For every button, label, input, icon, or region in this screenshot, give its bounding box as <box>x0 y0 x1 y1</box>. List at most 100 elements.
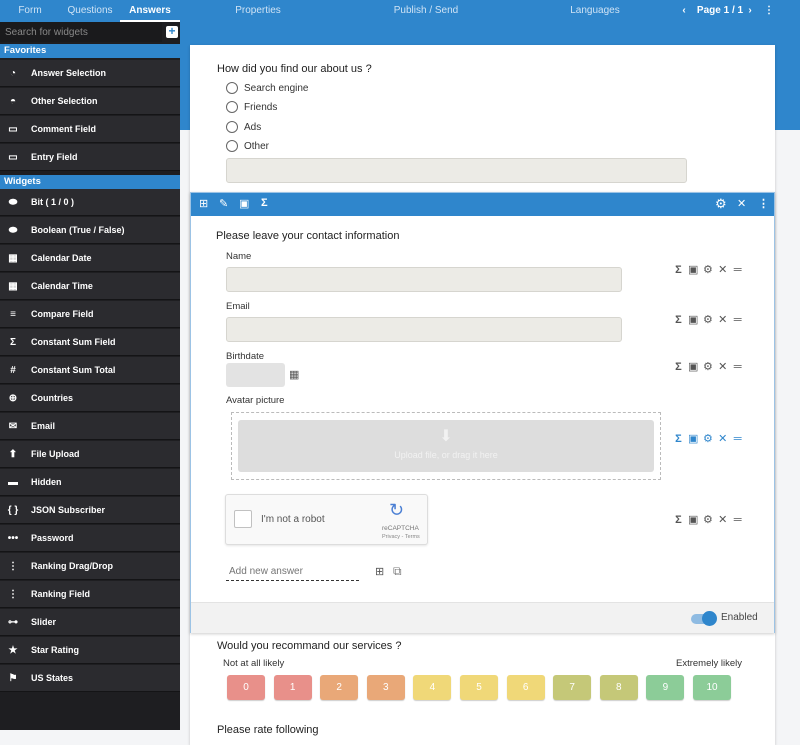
captcha-links[interactable]: Privacy - Terms <box>382 534 420 540</box>
sidebar-item-password[interactable]: ••• Password <box>0 525 180 552</box>
image-icon[interactable]: ▣ <box>687 361 699 373</box>
sidebar-item-bit-1-0[interactable]: ⬬ Bit ( 1 / 0 ) <box>0 189 180 216</box>
more-vert-icon[interactable]: ⋮ <box>764 5 774 16</box>
gear-icon[interactable]: ⚙ <box>703 361 713 373</box>
radio-option[interactable]: Friends <box>226 101 277 113</box>
toggle-knob[interactable] <box>702 611 717 626</box>
sidebar-item-countries[interactable]: ⊕ Countries <box>0 385 180 412</box>
upload-dropzone[interactable]: ⬇ Upload file, or drag it here <box>231 412 661 480</box>
radio-option[interactable]: Other <box>226 140 269 152</box>
sidebar-item-other-selection[interactable]: ◓ Other Selection <box>0 88 180 115</box>
close-icon[interactable]: ✕ <box>718 314 728 326</box>
edit-icon[interactable]: ✎ <box>219 198 229 210</box>
prev-page-icon[interactable]: ‹ <box>682 5 686 16</box>
drag-handle-icon[interactable]: ═ <box>733 360 742 373</box>
sidebar-item-boolean-true-false[interactable]: ⬬ Boolean (True / False) <box>0 217 180 244</box>
sigma-icon[interactable]: Σ <box>261 197 268 209</box>
other-text-input[interactable] <box>226 158 687 183</box>
sigma-icon[interactable]: Σ <box>675 513 682 526</box>
birthdate-input[interactable] <box>226 363 285 387</box>
image-icon[interactable]: ▣ <box>239 198 250 210</box>
sidebar-item-json-subscriber[interactable]: { } JSON Subscriber <box>0 497 180 524</box>
add-answer-button[interactable]: ⊞ <box>375 566 385 578</box>
radio-button[interactable] <box>226 101 238 113</box>
tab-languages[interactable]: Languages <box>570 5 620 16</box>
tab-answers[interactable]: Answers <box>129 5 171 16</box>
drag-handle-icon[interactable]: ═ <box>733 313 742 326</box>
radio-button[interactable] <box>226 82 238 94</box>
rating-button-8[interactable]: 8 <box>599 675 638 700</box>
close-icon[interactable]: ✕ <box>737 198 747 210</box>
sidebar-item-comment-field[interactable]: ▭ Comment Field <box>0 116 180 143</box>
sigma-icon[interactable]: Σ <box>675 360 682 373</box>
widget-icon: ✉ <box>8 420 18 432</box>
tab-properties[interactable]: Properties <box>235 5 281 16</box>
rating-button-0[interactable]: 0 <box>227 675 265 700</box>
sigma-icon[interactable]: Σ <box>675 313 682 326</box>
add-widget-button[interactable]: + <box>166 25 178 38</box>
sidebar-item-file-upload[interactable]: ⬆ File Upload <box>0 441 180 468</box>
tab-publish[interactable]: Publish / Send <box>393 5 459 16</box>
drag-handle-icon[interactable]: ═ <box>733 432 742 445</box>
radio-option[interactable]: Ads <box>226 121 261 133</box>
sidebar-item-email[interactable]: ✉ Email <box>0 413 180 440</box>
sidebar-item-calendar-date[interactable]: ▦ Calendar Date <box>0 245 180 272</box>
sidebar-item-answer-selection[interactable]: ◔ Answer Selection <box>0 60 180 87</box>
widget-icon: ⚑ <box>8 672 18 684</box>
sidebar-item-calendar-time[interactable]: ▦ Calendar Time <box>0 273 180 300</box>
image-icon[interactable]: ▣ <box>687 433 699 445</box>
sidebar-item-constant-sum-total[interactable]: # Constant Sum Total <box>0 357 180 384</box>
radio-button[interactable] <box>226 140 238 152</box>
rating-button-7[interactable]: 7 <box>553 675 592 700</box>
gear-icon[interactable]: ⚙ <box>703 514 713 526</box>
close-icon[interactable]: ✕ <box>718 433 728 445</box>
image-icon[interactable]: ▣ <box>687 264 699 276</box>
sidebar-item-compare-field[interactable]: ≡ Compare Field <box>0 301 180 328</box>
widget-search-input[interactable] <box>0 22 162 42</box>
add-multiple-answers-button[interactable]: ⧉ <box>393 564 402 578</box>
tab-form[interactable]: Form <box>18 5 42 16</box>
radio-option[interactable]: Search engine <box>226 82 309 94</box>
tab-questions[interactable]: Questions <box>67 5 113 16</box>
rating-button-5[interactable]: 5 <box>460 675 498 700</box>
sidebar-item-ranking-field[interactable]: ⋮ Ranking Field <box>0 581 180 608</box>
answer-actions: Σ ▣ ⚙ ✕ ═ <box>673 313 743 327</box>
image-icon[interactable]: ▣ <box>687 314 699 326</box>
sidebar-item-ranking-drag-drop[interactable]: ⋮ Ranking Drag/Drop <box>0 553 180 580</box>
name-input[interactable] <box>226 267 622 292</box>
rating-button-6[interactable]: 6 <box>506 675 545 700</box>
rating-button-1[interactable]: 1 <box>273 675 312 700</box>
sidebar-item-constant-sum-field[interactable]: Σ Constant Sum Field <box>0 329 180 356</box>
close-icon[interactable]: ✕ <box>718 361 728 373</box>
gear-icon[interactable]: ⚙ <box>703 433 713 445</box>
sidebar-item-hidden[interactable]: ▬ Hidden <box>0 469 180 496</box>
sigma-icon[interactable]: Σ <box>675 263 682 276</box>
close-icon[interactable]: ✕ <box>718 264 728 276</box>
captcha-checkbox[interactable] <box>234 510 252 528</box>
rating-button-10[interactable]: 10 <box>693 675 731 700</box>
drag-handle-icon[interactable]: ═ <box>733 263 742 276</box>
gear-icon[interactable]: ⚙ <box>703 264 713 276</box>
drag-handle-icon[interactable]: ═ <box>733 513 742 526</box>
gear-icon[interactable]: ⚙ <box>715 196 727 211</box>
add-answer-input[interactable] <box>226 563 359 581</box>
close-icon[interactable]: ✕ <box>718 514 728 526</box>
recaptcha-widget: I'm not a robot ↻ reCAPTCHA Privacy - Te… <box>225 494 428 545</box>
next-page-icon[interactable]: › <box>748 5 752 16</box>
sidebar-item-us-states[interactable]: ⚑ US States <box>0 665 180 692</box>
rating-button-3[interactable]: 3 <box>366 675 405 700</box>
email-input[interactable] <box>226 317 622 342</box>
sidebar-item-slider[interactable]: ⊶ Slider <box>0 609 180 636</box>
add-box-icon[interactable]: ⊞ <box>199 198 209 210</box>
rating-button-9[interactable]: 9 <box>646 675 685 700</box>
image-icon[interactable]: ▣ <box>687 514 699 526</box>
gear-icon[interactable]: ⚙ <box>703 314 713 326</box>
sidebar-item-entry-field[interactable]: ▭ Entry Field <box>0 144 180 171</box>
more-vert-icon[interactable]: ⋮ <box>758 198 769 210</box>
radio-button[interactable] <box>226 121 238 133</box>
rating-button-4[interactable]: 4 <box>413 675 452 700</box>
calendar-icon[interactable]: ▦ <box>289 369 300 381</box>
sidebar-item-star-rating[interactable]: ★ Star Rating <box>0 637 180 664</box>
sigma-icon[interactable]: Σ <box>675 432 682 445</box>
rating-button-2[interactable]: 2 <box>320 675 359 700</box>
